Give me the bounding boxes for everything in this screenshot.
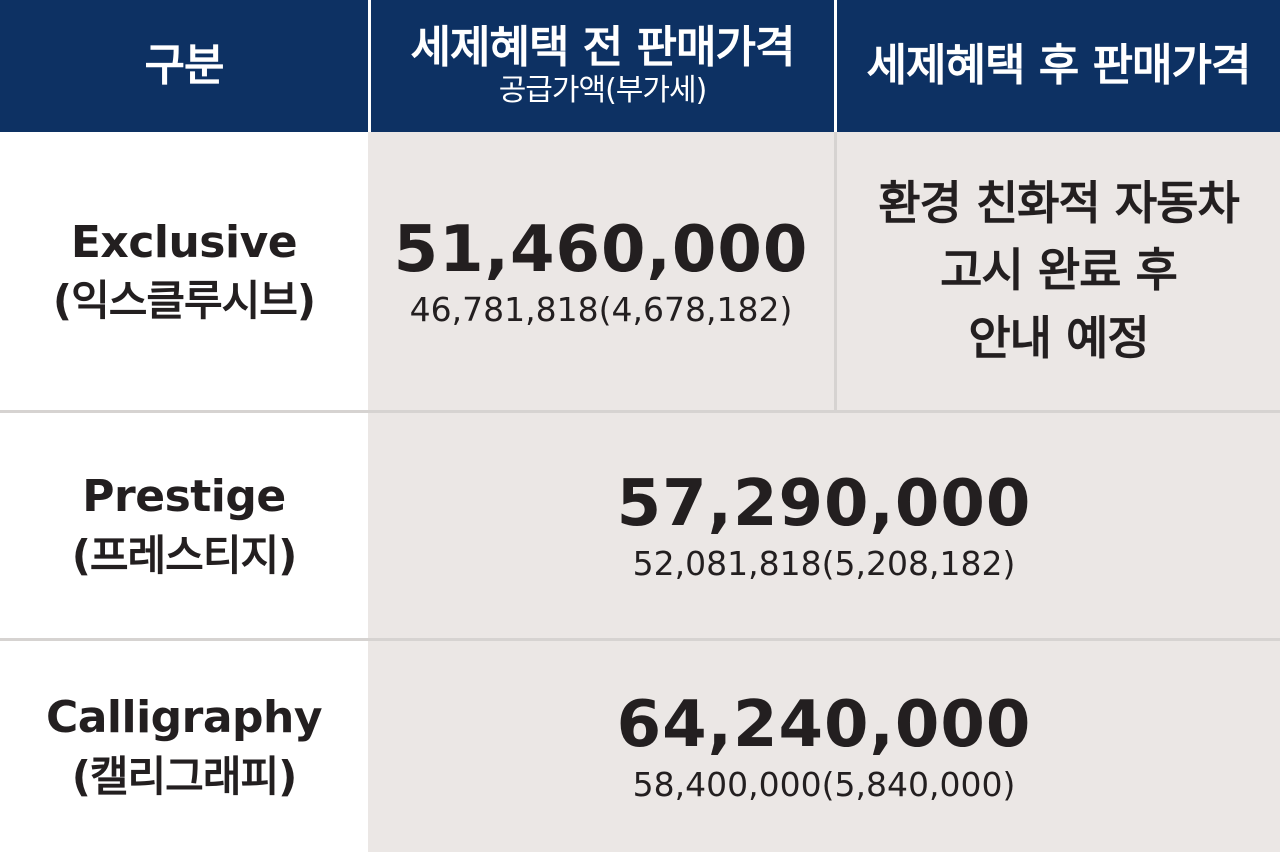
header-before-tax: 세제혜택 전 판매가격 공급가액(부가세) [368, 0, 834, 132]
trim-exclusive: Exclusive (익스클루시브) [0, 132, 368, 410]
price-total: 51,460,000 [393, 212, 809, 287]
header-after-tax: 세제혜택 후 판매가격 [834, 0, 1280, 132]
price-breakdown: 46,781,818(4,678,182) [409, 289, 793, 329]
notice-line: 안내 예정 [968, 310, 1149, 365]
trim-calligraphy: Calligraphy (캘리그래피) [0, 638, 368, 852]
trim-prestige: Prestige (프레스티지) [0, 410, 368, 638]
price-after-tax-notice: 환경 친화적 자동차 고시 완료 후 안내 예정 [834, 132, 1280, 410]
trim-name-en: Prestige [82, 471, 286, 523]
price-total: 57,290,000 [616, 467, 1032, 542]
notice-line: 고시 완료 후 [940, 243, 1178, 298]
trim-name-en: Exclusive [70, 216, 298, 268]
price-breakdown: 52,081,818(5,208,182) [632, 544, 1016, 584]
trim-name-ko: (익스클루시브) [52, 276, 316, 326]
trim-name-en: Calligraphy [45, 692, 323, 744]
notice-line: 환경 친화적 자동차 [878, 176, 1240, 231]
price-total: 64,240,000 [616, 688, 1032, 763]
trim-name-ko: (캘리그래피) [71, 751, 298, 801]
header-category-label: 구분 [144, 39, 225, 91]
trim-name-ko: (프레스티지) [71, 530, 298, 580]
header-after-tax-label: 세제혜택 후 판매가격 [866, 39, 1252, 91]
price-breakdown: 58,400,000(5,840,000) [632, 765, 1016, 805]
header-category: 구분 [0, 0, 368, 132]
price-calligraphy: 64,240,000 58,400,000(5,840,000) [368, 638, 1280, 852]
price-before-tax-exclusive: 51,460,000 46,781,818(4,678,182) [368, 132, 834, 410]
header-before-tax-sublabel: 공급가액(부가세) [498, 73, 708, 109]
header-before-tax-label: 세제혜택 전 판매가격 [410, 22, 796, 74]
price-prestige: 57,290,000 52,081,818(5,208,182) [368, 410, 1280, 638]
